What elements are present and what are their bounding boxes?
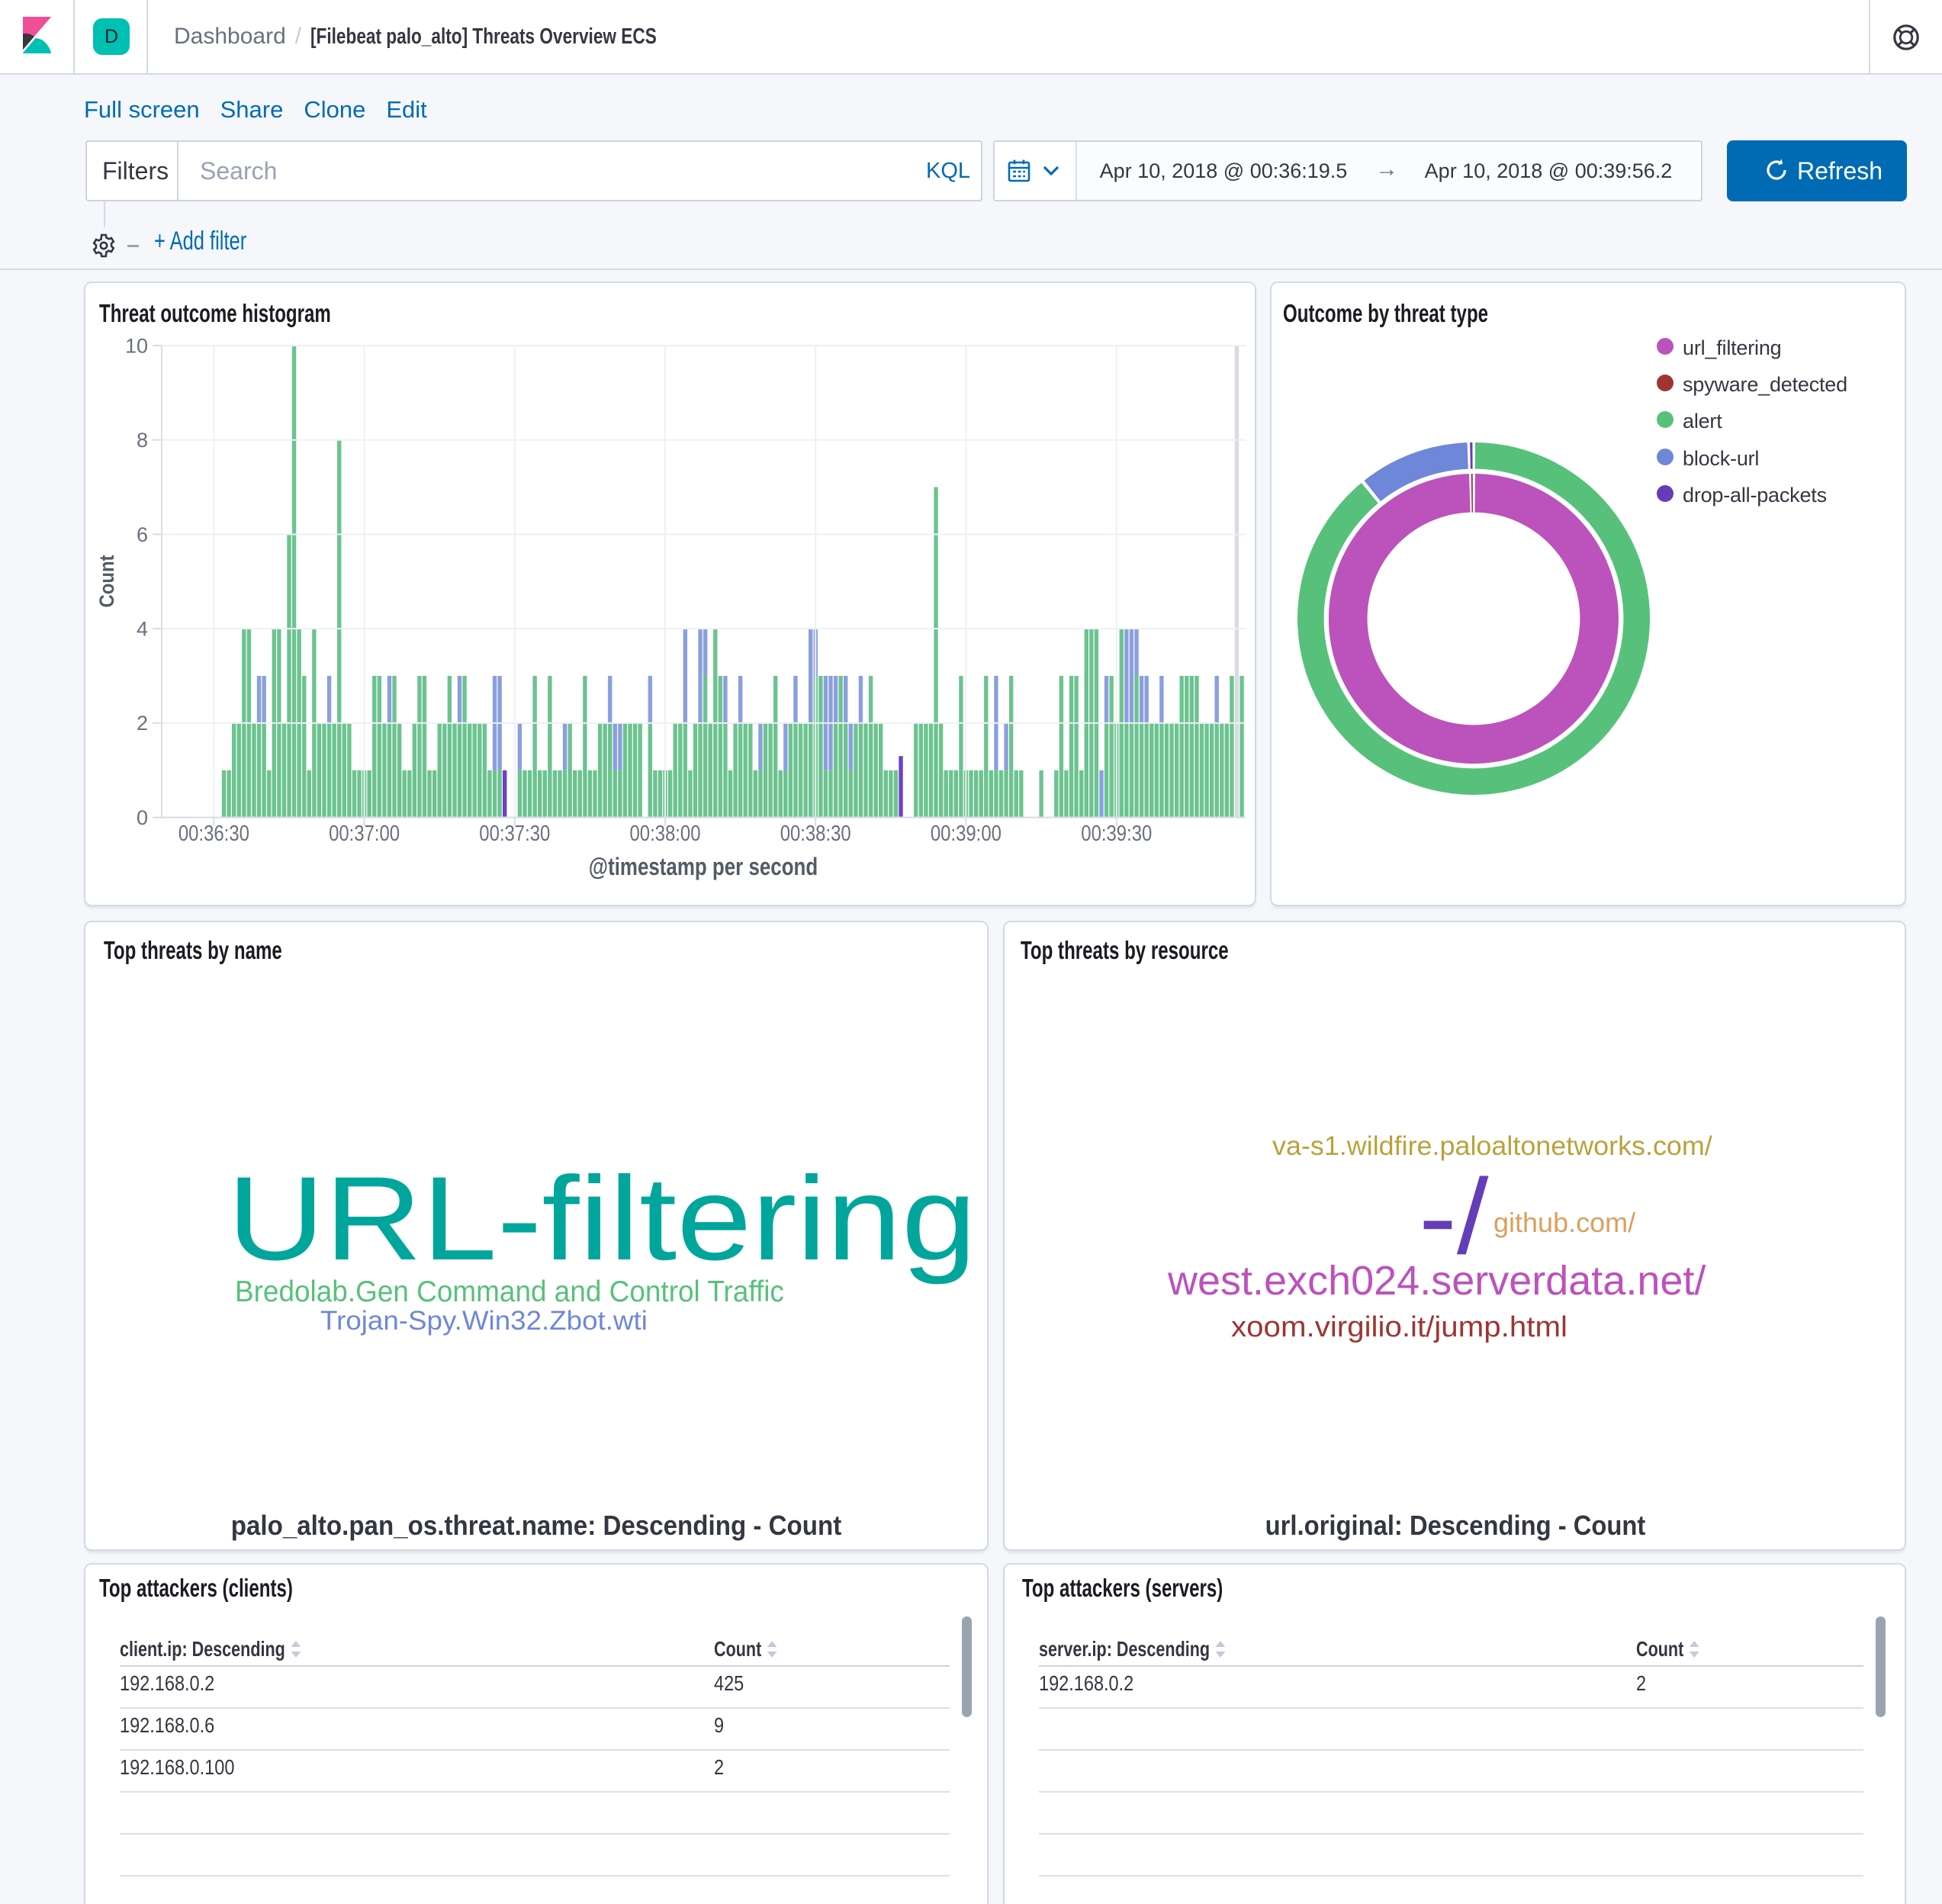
- svg-text:00:39:30: 00:39:30: [1081, 822, 1152, 846]
- svg-text:00:37:30: 00:37:30: [479, 822, 550, 846]
- svg-text:00:37:00: 00:37:00: [329, 822, 400, 846]
- svg-text:00:38:00: 00:38:00: [630, 822, 701, 846]
- svg-text:00:36:30: 00:36:30: [178, 822, 249, 846]
- svg-text:4: 4: [137, 618, 148, 641]
- svg-text:00:38:30: 00:38:30: [780, 822, 851, 846]
- svg-text:8: 8: [137, 429, 148, 452]
- svg-text:2: 2: [137, 712, 148, 735]
- svg-text:10: 10: [125, 334, 148, 357]
- svg-text:Count: Count: [95, 555, 118, 607]
- svg-text:6: 6: [137, 523, 148, 546]
- svg-text:00:39:00: 00:39:00: [931, 822, 1002, 846]
- svg-text:0: 0: [137, 806, 148, 829]
